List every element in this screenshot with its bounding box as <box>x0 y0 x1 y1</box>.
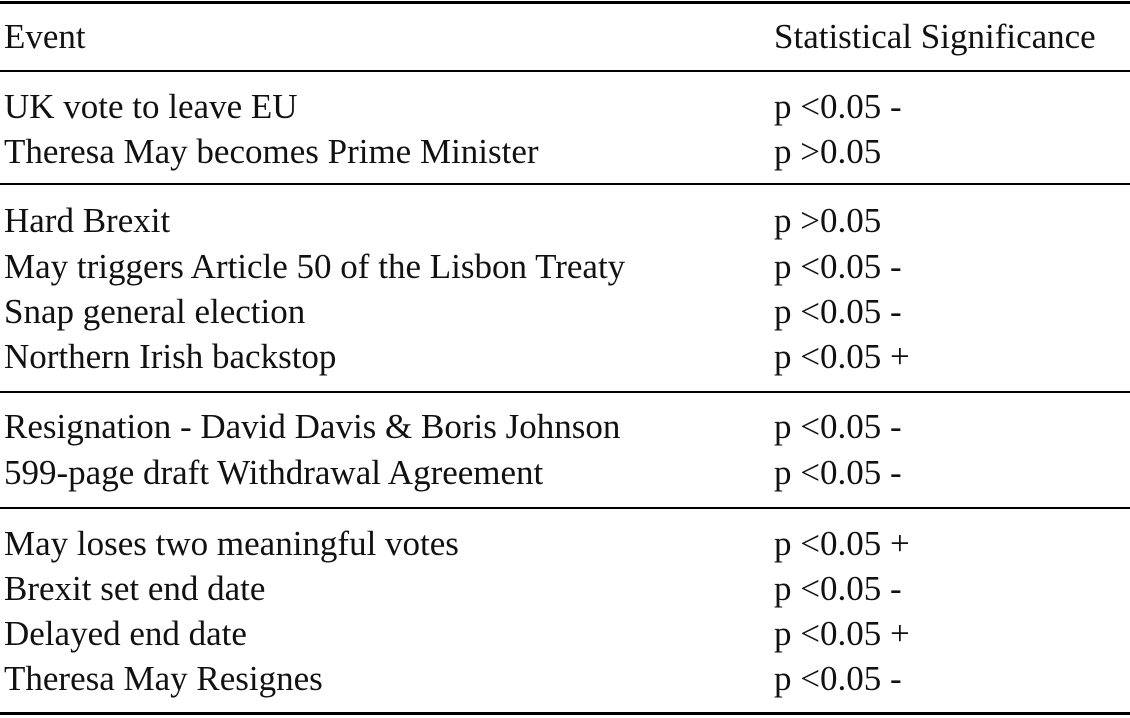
row-significance: p <0.05 + <box>774 524 910 563</box>
row-event: UK vote to leave EU <box>4 87 298 126</box>
row-event: Theresa May Resignes <box>4 659 323 698</box>
row-significance: p <0.05 + <box>774 337 910 376</box>
row-event: Brexit set end date <box>4 569 266 608</box>
row-event: Delayed end date <box>4 614 247 653</box>
row-significance: p <0.05 - <box>774 569 902 608</box>
row-significance: p <0.05 - <box>774 247 902 286</box>
header-event: Event <box>4 17 86 56</box>
header-significance: Statistical Significance <box>774 17 1096 56</box>
group-divider <box>0 391 1130 393</box>
header-rule <box>0 70 1130 72</box>
top-rule <box>0 1 1130 4</box>
row-event: Snap general election <box>4 292 306 331</box>
row-event: Hard Brexit <box>4 201 171 240</box>
row-significance: p <0.05 - <box>774 87 902 126</box>
row-event: May loses two meaningful votes <box>4 524 459 563</box>
row-event: Resignation - David Davis & Boris Johnso… <box>4 407 621 446</box>
row-event: 599-page draft Withdrawal Agreement <box>4 453 544 492</box>
row-significance: p <0.05 - <box>774 659 902 698</box>
row-significance: p <0.05 - <box>774 407 902 446</box>
row-significance: p >0.05 <box>774 132 882 171</box>
row-significance: p >0.05 <box>774 201 882 240</box>
row-significance: p <0.05 + <box>774 614 910 653</box>
row-significance: p <0.05 - <box>774 453 902 492</box>
bottom-rule <box>0 712 1130 715</box>
row-event: Northern Irish backstop <box>4 337 337 376</box>
group-divider <box>0 507 1130 509</box>
row-event: May triggers Article 50 of the Lisbon Tr… <box>4 247 626 286</box>
group-divider <box>0 183 1130 185</box>
row-significance: p <0.05 - <box>774 292 902 331</box>
row-event: Theresa May becomes Prime Minister <box>4 132 539 171</box>
